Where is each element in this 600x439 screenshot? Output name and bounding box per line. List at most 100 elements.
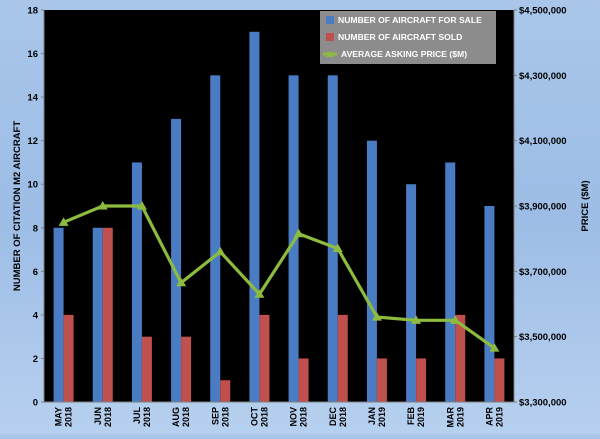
bar-sold-0 (63, 314, 74, 402)
price-marker-8 (371, 312, 382, 321)
x-tick-month-0: MAY (54, 407, 64, 426)
x-tick-month-10: MAR (445, 407, 455, 428)
x-tick-label-8: JAN 2019 (367, 407, 387, 427)
x-tick-month-9: FEB (406, 406, 416, 425)
price-marker-7 (332, 243, 343, 252)
bar-for-sale-4 (210, 75, 221, 402)
bar-for-sale-0 (53, 227, 64, 402)
bar-sold-7 (337, 314, 348, 402)
x-tick-label-3: AUG 2018 (171, 407, 191, 427)
bar-for-sale-5 (249, 31, 260, 403)
bar-sold-6 (298, 358, 309, 402)
left-tick-label-3: 6 (33, 267, 38, 278)
right-tick-label-6: $4,500,000 (519, 6, 567, 17)
legend-label-price: AVERAGE ASKING PRICE ($M) (341, 49, 467, 59)
legend: NUMBER OF AIRCRAFT FOR SALE NUMBER OF AI… (320, 11, 496, 64)
bar-sold-11 (494, 358, 505, 402)
x-tick-month-7: DEC (328, 407, 338, 427)
y2-axis-label: PRICE ($M) (580, 180, 591, 231)
x-tick-month-3: AUG (171, 407, 181, 427)
x-tick-year-7: 2018 (338, 407, 348, 427)
bar-for-sale-10 (445, 162, 456, 402)
x-tick-month-6: NOV (289, 407, 299, 427)
left-tick-label-9: 18 (27, 6, 38, 17)
price-marker-4 (215, 246, 226, 256)
x-tick-year-11: 2019 (494, 407, 504, 427)
x-tick-year-4: 2018 (220, 407, 230, 427)
right-tick-label-3: $3,900,000 (519, 202, 567, 213)
price-marker-9 (411, 315, 422, 324)
legend-box (320, 11, 496, 64)
x-tick-label-4: SEP 2018 (210, 407, 230, 427)
x-tick-month-2: JUL (132, 407, 142, 425)
bar-sold-8 (376, 358, 387, 402)
bar-sold-9 (416, 358, 427, 402)
x-tick-label-7: DEC 2018 (328, 407, 348, 428)
bar-for-sale-3 (171, 118, 182, 402)
y-axis-label: NUMBER OF CITATION M2 AIRCRAFT (12, 121, 23, 291)
price-marker-5 (254, 289, 265, 298)
x-tick-year-8: 2019 (377, 407, 387, 427)
bar-for-sale-7 (327, 75, 338, 402)
right-tick-label-5: $4,300,000 (519, 71, 567, 82)
price-line (62, 204, 496, 350)
price-marker-3 (176, 277, 187, 287)
bar-sold-1 (102, 227, 113, 402)
left-tick-label-7: 14 (27, 93, 38, 104)
x-tick-label-1: JUN 2018 (93, 407, 113, 427)
left-tick-label-5: 10 (27, 180, 38, 191)
x-tick-month-1: JUN (93, 407, 103, 425)
left-tick-label-4: 8 (33, 223, 38, 234)
x-tick-month-4: SEP (210, 407, 220, 425)
x-tick-label-0: MAY 2018 (54, 407, 74, 427)
x-tick-label-11: APR 2019 (484, 407, 504, 428)
bar-for-sale-1 (92, 227, 103, 402)
x-tick-label-2: JUL 2018 (132, 407, 152, 428)
bar-sold-5 (259, 314, 270, 402)
x-axis-ticks: MAY 2018 JUN 2018 JUL 2018 AUG 2018 SEP 2018 OCT 20… (54, 406, 505, 427)
x-tick-label-9: FEB 2019 (406, 406, 426, 427)
bar-for-sale-11 (484, 206, 495, 402)
bar-sold-2 (141, 336, 152, 402)
left-axis-ticks: 0 2 4 6 8 10 12 14 16 18 (27, 6, 44, 409)
x-tick-year-6: 2018 (299, 407, 309, 427)
x-tick-month-5: OCT (249, 407, 259, 427)
price-marker-0 (58, 217, 69, 226)
price-marker-6 (293, 228, 304, 238)
x-tick-month-11: APR (484, 407, 494, 427)
x-tick-year-5: 2018 (259, 407, 269, 427)
left-tick-label-8: 16 (27, 49, 38, 60)
x-tick-month-8: JAN (367, 407, 377, 425)
left-tick-label-1: 2 (33, 354, 38, 365)
price-marker-1 (97, 201, 108, 210)
bar-sold-10 (455, 314, 466, 402)
right-tick-label-4: $4,100,000 (519, 136, 567, 147)
left-tick-label-0: 0 (33, 398, 38, 409)
bar-sold-3 (181, 336, 192, 402)
right-axis-ticks: $3,300,000 $3,500,000 $3,700,000 $3,900,000… (514, 6, 567, 409)
bar-sold-4 (220, 380, 231, 402)
price-marker-10 (450, 315, 461, 324)
x-tick-year-9: 2019 (416, 407, 426, 427)
x-tick-year-10: 2019 (455, 407, 465, 427)
x-tick-year-0: 2018 (64, 407, 74, 427)
legend-label-sold: NUMBER OF AIRCRAFT SOLD (338, 32, 462, 42)
legend-swatch-for-sale (326, 16, 334, 24)
price-marker-11 (489, 343, 500, 352)
legend-label-for-sale: NUMBER OF AIRCRAFT FOR SALE (338, 15, 482, 25)
legend-swatch-sold (326, 33, 334, 41)
legend-marker-price (326, 50, 334, 57)
x-tick-label-10: MAR 2019 (445, 407, 465, 428)
bar-for-sale-9 (406, 184, 417, 402)
price-marker-2 (136, 201, 147, 210)
left-tick-label-2: 4 (33, 310, 39, 321)
x-tick-label-6: NOV 2018 (289, 407, 309, 427)
right-tick-label-2: $3,700,000 (519, 267, 567, 278)
bar-for-sale-8 (366, 140, 377, 402)
line-layer (58, 201, 500, 352)
x-tick-year-3: 2018 (181, 407, 191, 427)
x-tick-year-2: 2018 (142, 407, 152, 427)
right-tick-label-1: $3,500,000 (519, 332, 567, 343)
x-tick-year-1: 2018 (103, 407, 113, 427)
